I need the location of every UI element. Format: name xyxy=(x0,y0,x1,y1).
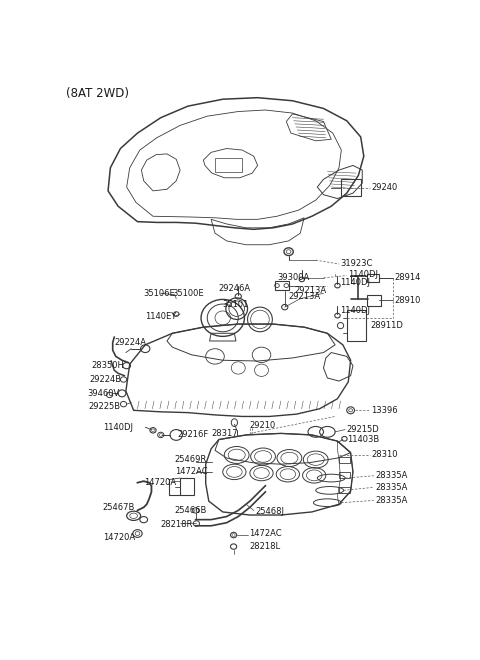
Text: 13396: 13396 xyxy=(372,406,398,414)
Text: 1140DJ: 1140DJ xyxy=(340,306,371,315)
Text: 28335A: 28335A xyxy=(375,471,408,480)
Text: 1140EY: 1140EY xyxy=(145,312,177,321)
Text: 1140DJ: 1140DJ xyxy=(340,278,371,287)
Text: 29210: 29210 xyxy=(250,421,276,430)
Text: 28310: 28310 xyxy=(372,451,398,459)
Text: 11403B: 11403B xyxy=(347,435,379,444)
Bar xyxy=(180,478,194,495)
Text: 28335A: 28335A xyxy=(375,483,408,492)
Bar xyxy=(339,472,350,478)
Text: 28335A: 28335A xyxy=(375,496,408,505)
Bar xyxy=(367,295,381,306)
Text: 35106E: 35106E xyxy=(144,289,176,298)
Text: 29224A: 29224A xyxy=(114,338,146,347)
Text: 14720A: 14720A xyxy=(103,533,135,542)
Text: 28350H: 28350H xyxy=(91,361,124,370)
Text: 35100E: 35100E xyxy=(172,289,204,298)
Text: 28910: 28910 xyxy=(395,296,421,305)
Text: 39460V: 39460V xyxy=(87,389,120,398)
Text: 1472AC: 1472AC xyxy=(249,529,282,538)
Text: 29216F: 29216F xyxy=(178,430,209,440)
Bar xyxy=(215,158,242,172)
Bar xyxy=(276,281,289,290)
Text: 29240: 29240 xyxy=(372,183,398,192)
Text: 28218R: 28218R xyxy=(161,520,193,529)
Text: 25469R: 25469R xyxy=(175,455,207,464)
Text: 35101: 35101 xyxy=(223,300,249,308)
Text: 28218L: 28218L xyxy=(249,542,280,551)
Text: 29213A: 29213A xyxy=(288,292,321,301)
Text: 1140DJ: 1140DJ xyxy=(348,271,378,279)
Text: 25467B: 25467B xyxy=(103,503,135,512)
Text: 31923C: 31923C xyxy=(340,259,373,269)
Text: (8AT 2WD): (8AT 2WD) xyxy=(66,86,129,100)
Text: 25466B: 25466B xyxy=(174,506,206,515)
Bar xyxy=(339,457,350,463)
Text: 29213A: 29213A xyxy=(294,286,326,296)
Text: 14720A: 14720A xyxy=(144,478,176,487)
Text: 29246A: 29246A xyxy=(219,284,251,293)
Bar xyxy=(341,180,360,196)
Text: 28317: 28317 xyxy=(211,429,238,438)
Text: 28911D: 28911D xyxy=(370,321,403,330)
Text: 28914: 28914 xyxy=(395,273,421,282)
Text: 1140DJ: 1140DJ xyxy=(103,423,132,432)
Bar xyxy=(339,487,350,494)
Text: 39300A: 39300A xyxy=(277,273,309,282)
Text: 25468J: 25468J xyxy=(255,508,284,516)
Bar xyxy=(367,274,379,282)
Text: 29224B: 29224B xyxy=(89,375,121,384)
Text: 29225B: 29225B xyxy=(89,402,121,411)
Text: 1472AC: 1472AC xyxy=(175,467,207,477)
Text: 29215D: 29215D xyxy=(347,425,380,434)
